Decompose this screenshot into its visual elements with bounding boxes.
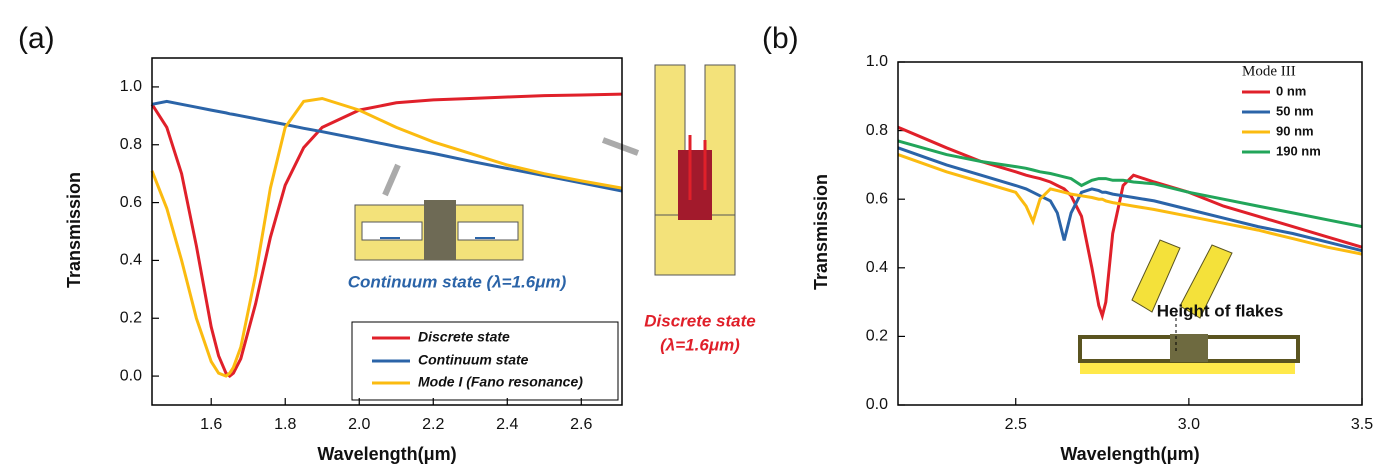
- y-tick-label: 0.8: [120, 136, 142, 153]
- y-tick-label: 0.4: [866, 259, 888, 276]
- y-tick-label: 0.8: [866, 122, 888, 139]
- legend-title: Mode III: [1242, 63, 1296, 79]
- y-tick-label: 1.0: [866, 53, 888, 70]
- y-axis-label: Transmission: [811, 174, 831, 290]
- y-tick-label: 1.0: [120, 78, 142, 95]
- legend-label: Continuum state: [418, 352, 529, 368]
- x-tick-label: 2.2: [422, 416, 444, 433]
- annotation: (λ=1.6μm): [660, 335, 740, 354]
- series-line: [898, 148, 1362, 251]
- x-tick-label: 2.6: [570, 416, 592, 433]
- legend-label: Mode I (Fano resonance): [418, 374, 583, 390]
- series-line: [152, 101, 622, 191]
- discrete-inset: [655, 65, 735, 275]
- annotation: Height of flakes: [1157, 301, 1284, 320]
- y-tick-label: 0.6: [866, 190, 888, 207]
- y-tick-label: 0.2: [120, 309, 142, 326]
- y-axis-label: Transmission: [64, 172, 84, 288]
- annotation: Discrete state: [644, 311, 756, 330]
- x-axis-label: Wavelength(μm): [317, 444, 456, 464]
- x-tick-label: 3.0: [1178, 416, 1200, 433]
- x-tick-label: 2.4: [496, 416, 518, 433]
- panel-label: (a): [18, 22, 55, 55]
- x-tick-label: 2.0: [348, 416, 370, 433]
- continuum-inset: [355, 200, 523, 260]
- y-tick-label: 0.2: [866, 328, 888, 345]
- y-tick-label: 0.0: [866, 396, 888, 413]
- x-axis-label: Wavelength(μm): [1060, 444, 1199, 464]
- panel-label: (b): [762, 22, 799, 55]
- y-tick-label: 0.0: [120, 367, 142, 384]
- arrow: [385, 165, 398, 195]
- annotation: Continuum state (λ=1.6μm): [348, 272, 567, 291]
- legend-label: 90 nm: [1276, 123, 1314, 138]
- figure: (a) Wavelength(μm) Transmission 1.6 1.8 2.0 2.…: [0, 0, 1385, 471]
- legend-label: 50 nm: [1276, 103, 1314, 118]
- legend-label: Discrete state: [418, 329, 510, 345]
- x-tick-label: 2.5: [1005, 416, 1027, 433]
- y-tick-label: 0.4: [120, 252, 142, 269]
- series-line: [898, 155, 1362, 255]
- arrow: [603, 140, 638, 153]
- legend-label: 0 nm: [1276, 83, 1306, 98]
- x-tick-label: 3.5: [1351, 416, 1373, 433]
- y-tick-label: 0.6: [120, 194, 142, 211]
- legend-label: 190 nm: [1276, 143, 1321, 158]
- x-tick-label: 1.6: [200, 416, 222, 433]
- x-tick-label: 1.8: [274, 416, 296, 433]
